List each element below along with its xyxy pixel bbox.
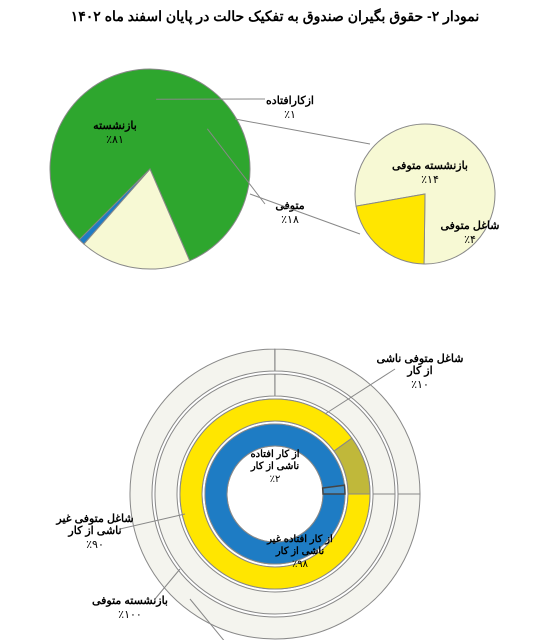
svg-text:بازنشسته: بازنشسته <box>93 120 137 132</box>
svg-text:از کار افتاده: از کار افتاده <box>250 449 299 460</box>
svg-text:٪۱: ٪۱ <box>284 109 296 121</box>
svg-text:٪۴: ٪۴ <box>464 234 476 246</box>
svg-text:بازنشسته متوفی: بازنشسته متوفی <box>92 595 168 607</box>
svg-text:شاغل متوفی غیر: شاغل متوفی غیر <box>55 513 133 525</box>
svg-text:٪۱۴: ٪۱۴ <box>421 174 439 186</box>
svg-text:ازکارافتاده: ازکارافتاده <box>266 95 314 107</box>
svg-text:٪۸۱: ٪۸۱ <box>106 134 124 146</box>
svg-text:از کار افتاده غیر: از کار افتاده غیر <box>266 534 333 545</box>
svg-text:متوفی: متوفی <box>275 200 304 212</box>
svg-text:٪۱۰۰: ٪۱۰۰ <box>118 609 142 621</box>
chart-svg: بازنشسته ٪۸۱ متوفی ٪۱۸ ازکارافتاده ٪۱ بازنشسته… <box>0 29 550 640</box>
svg-text:٪۱۰: ٪۱۰ <box>411 379 429 391</box>
svg-text:ناشی از کار: ناشی از کار <box>250 461 300 472</box>
svg-text:٪۹۰: ٪۹۰ <box>86 539 104 551</box>
svg-text:شاغل متوفی: شاغل متوفی <box>440 220 499 232</box>
svg-text:ناشی از کار: ناشی از کار <box>67 525 121 537</box>
svg-text:٪۱۸: ٪۱۸ <box>281 214 299 226</box>
svg-text:ناشی از کار: ناشی از کار <box>275 546 325 557</box>
svg-text:بازنشسته متوفی: بازنشسته متوفی <box>392 160 468 172</box>
chart-title: نمودار ۲- حقوق بگیران صندوق به تفکیک حال… <box>0 0 550 29</box>
svg-text:شاغل متوفی ناشی: شاغل متوفی ناشی <box>377 353 464 365</box>
svg-text:٪۹۸: ٪۹۸ <box>292 559 309 570</box>
svg-text:٪۲: ٪۲ <box>270 474 281 485</box>
chart-page: نمودار ۲- حقوق بگیران صندوق به تفکیک حال… <box>0 0 550 640</box>
svg-text:از کار: از کار <box>406 365 432 377</box>
